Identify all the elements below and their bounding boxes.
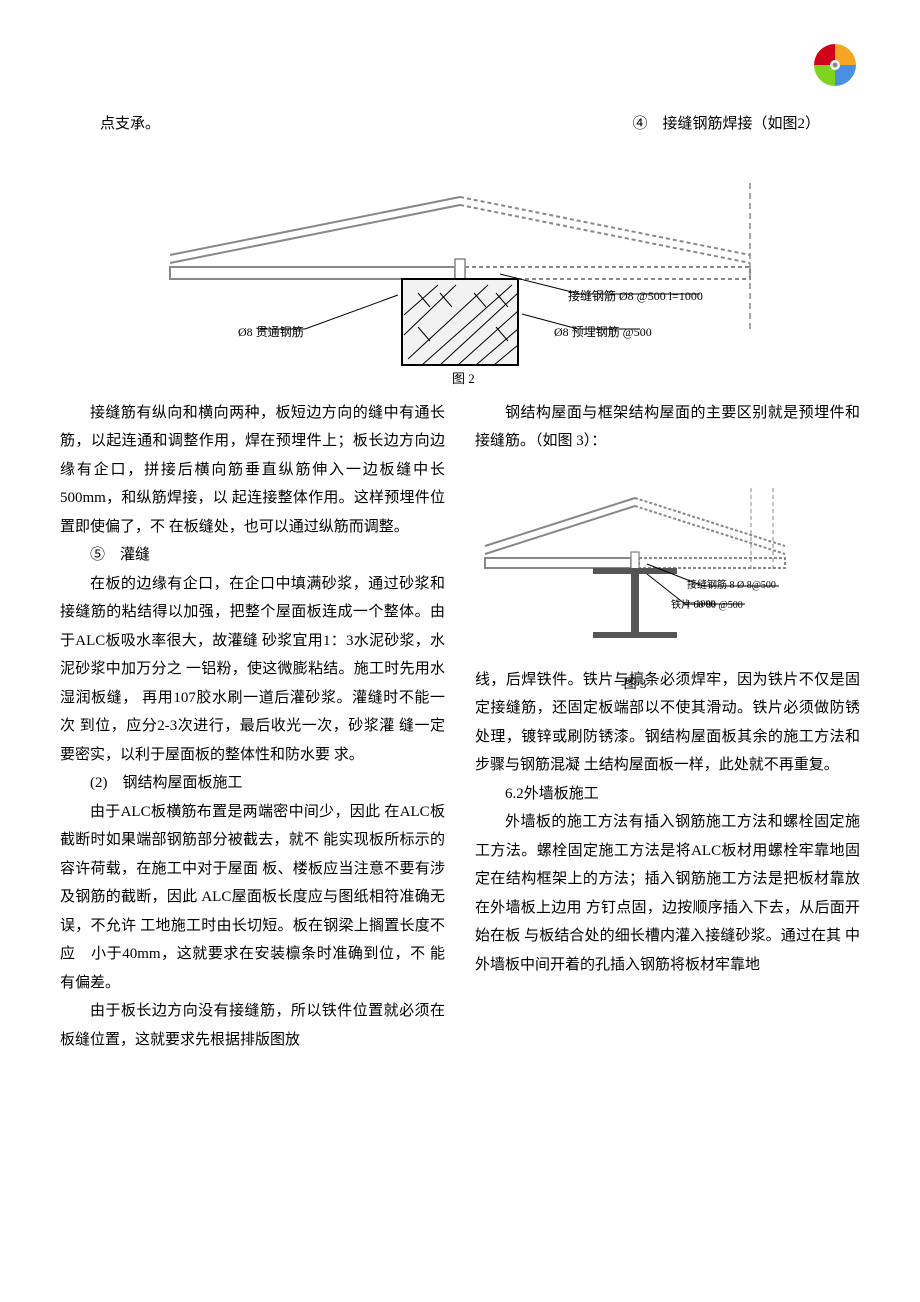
header-left-text: 点支承。 (100, 110, 160, 139)
header-row: 点支承。 ④ 接缝钢筋焊接（如图2） (60, 110, 860, 139)
fig2-label-left: Ø8 贯通钢筋 (238, 321, 304, 344)
left-p3: 在板的边缘有企口，在企口中填满砂浆，通过砂浆和接缝筋的粘结得以加强，把整个屋面板… (60, 570, 445, 770)
fig2-label-embed: Ø8 预埋钢筋 @500 (554, 321, 652, 344)
column-left: 接缝筋有纵向和横向两种，板短边方向的缝中有通长筋，以起连通和调整作用，焊在预埋件… (60, 399, 445, 1055)
right-p0: 钢结构屋面与框架结构屋面的主要区别就是预埋件和接缝筋。（如图 3）： (475, 399, 860, 456)
right-p3: 外墙板的施工方法有插入钢筋施工方法和螺栓固定施工方法。螺栓固定施工方法是将ALC… (475, 808, 860, 979)
left-p4: (2) 钢结构屋面板施工 (60, 769, 445, 798)
left-p6: 由于板长边方向没有接缝筋，所以铁件位置就必须在板缝位置，这就要求先根据排版图放 (60, 997, 445, 1054)
left-p1: 接缝筋有纵向和横向两种，板短边方向的缝中有通长筋，以起连通和调整作用，焊在预埋件… (60, 399, 445, 542)
body-columns: 接缝筋有纵向和横向两种，板短边方向的缝中有通长筋，以起连通和调整作用，焊在预埋件… (60, 399, 860, 1055)
fig2-caption: 图 2 (452, 367, 475, 392)
column-right: 钢结构屋面与框架结构屋面的主要区别就是预埋件和接缝筋。（如图 3）： (475, 399, 860, 1055)
figure-3: 接缝钢筋 8 Ø 8@500 l=1000 铁片 60 80 @500 图 3 (475, 468, 795, 658)
right-p2: 6.2外墙板施工 (475, 780, 860, 809)
left-p2: ⑤ 灌缝 (60, 541, 445, 570)
fig3-caption: 图 3 (475, 672, 795, 697)
figure-2: Ø8 贯通钢筋 Ø8 预埋钢筋 @500 接缝钢筋 Ø8 @500 l=1000… (140, 159, 780, 389)
fig2-label-joint: 接缝钢筋 Ø8 @500 l=1000 (568, 285, 703, 308)
left-p5: 由于ALC板横筋布置是两端密中间少，因此 在ALC板截断时如果端部钢筋部分被截去… (60, 798, 445, 998)
header-right-text: ④ 接缝钢筋焊接（如图2） (632, 110, 820, 139)
logo (810, 40, 860, 101)
fig3-label-plate: 铁片 60 80 @500 (671, 596, 743, 615)
